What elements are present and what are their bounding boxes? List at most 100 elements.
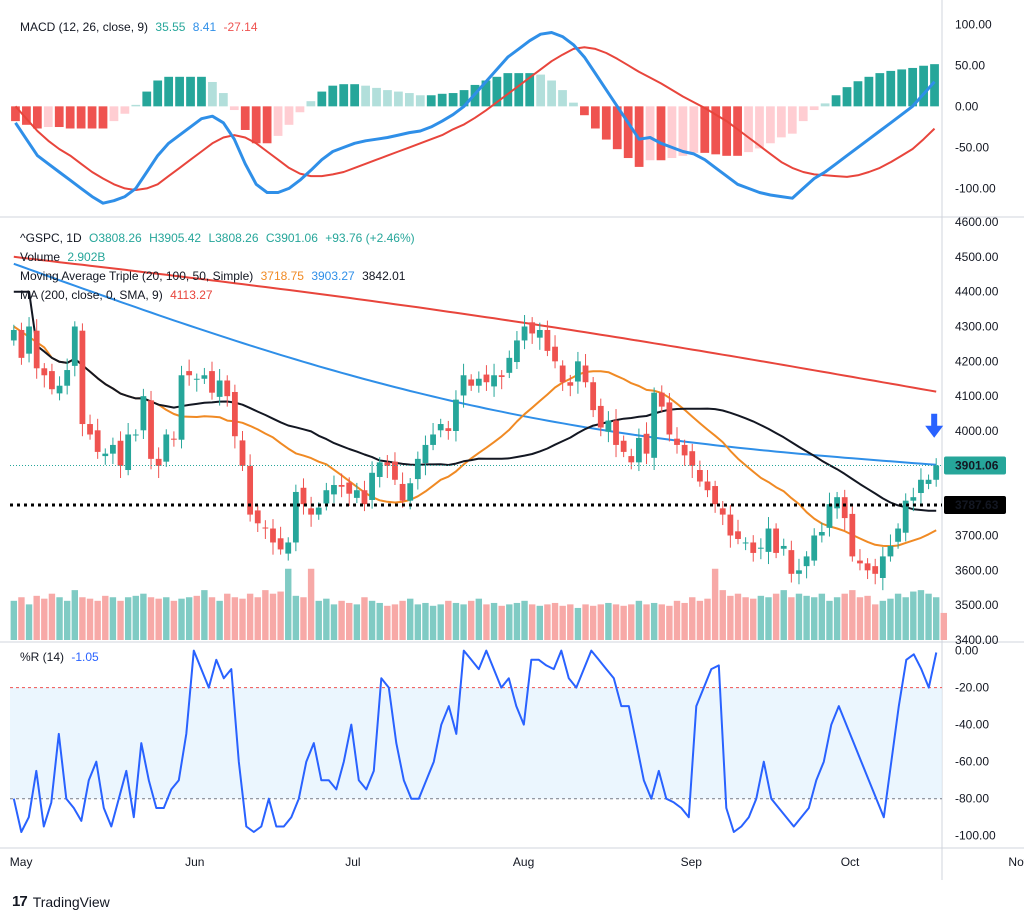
candle-body [110, 444, 116, 454]
volume-bar [79, 597, 86, 640]
candle-body [231, 391, 238, 437]
macd-histogram-bar [864, 76, 874, 107]
macd-histogram-bar [383, 90, 392, 107]
candle [277, 526, 284, 555]
volume-bar [422, 602, 429, 640]
candle-body [887, 545, 894, 557]
ma200-value: 4113.27 [170, 288, 213, 302]
candle-body [376, 462, 383, 477]
candle-body [910, 497, 917, 501]
candle [910, 487, 917, 512]
volume-bar [231, 597, 239, 640]
candle [346, 477, 353, 506]
macd-tick-label: 0.00 [955, 99, 979, 113]
macd-histogram-bar [590, 106, 600, 129]
wr-tick-label: -40.00 [955, 718, 989, 732]
candle [864, 558, 871, 580]
candle-body [826, 504, 833, 528]
macd-histogram-bar [787, 106, 797, 134]
macd-histogram-bar [897, 69, 907, 107]
volume-bar [620, 605, 627, 640]
candle [841, 489, 848, 531]
volume-bar [551, 602, 559, 640]
candle-body [811, 535, 818, 561]
candle-body [224, 380, 231, 397]
candle-body [384, 462, 391, 466]
candle [33, 319, 40, 379]
candle [110, 437, 116, 465]
candle-body [468, 379, 475, 386]
candle-body [689, 451, 696, 466]
macd-histogram-bar [350, 84, 360, 107]
volume-bar [71, 590, 78, 640]
volume-bar [536, 605, 543, 640]
candle [353, 482, 360, 504]
macd-histogram-bar [919, 65, 928, 107]
mat-legend[interactable]: Moving Average Triple (20, 100, 50, Simp… [20, 269, 409, 283]
volume-bar [559, 605, 566, 640]
price-tick-label: 3600.00 [955, 563, 999, 577]
candle [872, 558, 879, 585]
candle [811, 528, 818, 566]
candle-body [277, 538, 284, 550]
macd-histogram-bar [722, 106, 732, 156]
volume-legend[interactable]: Volume 2.902B [20, 250, 109, 264]
candle-body [453, 399, 459, 431]
macd-hist-value: -27.14 [223, 20, 258, 34]
price-tick-label: 4500.00 [955, 250, 999, 264]
macd-legend[interactable]: MACD (12, 26, close, 9) 35.55 8.41 -27.1… [20, 20, 262, 34]
candle-body [750, 542, 757, 553]
macd-histogram-bar [700, 106, 710, 153]
candle-body [399, 483, 406, 501]
macd-histogram-bar [656, 106, 666, 161]
volume-bar [224, 593, 231, 640]
macd-histogram-bar [744, 106, 753, 153]
candle-body [765, 528, 772, 552]
macd-histogram-bar [437, 93, 447, 107]
time-axis: May Jun Jul Aug Sep Oct Nov [10, 855, 1024, 869]
macd-histogram-bar [776, 106, 786, 138]
candle [514, 331, 520, 369]
candle-body [895, 528, 901, 542]
wr-name: %R (14) [20, 650, 65, 664]
volume-bar [887, 598, 894, 640]
candle-body [704, 481, 711, 491]
candle-body [170, 438, 177, 440]
volume-bar [513, 602, 521, 640]
macd-histogram-bar [306, 101, 316, 107]
ma200-legend[interactable]: MA (200, close, 0, SMA, 9) 4113.27 [20, 288, 217, 302]
volume-bar [163, 597, 170, 640]
macd-histogram-bar [580, 106, 589, 116]
price-legend[interactable]: ^GSPC, 1D O3808.26 H3905.42 L3808.26 C39… [20, 231, 419, 245]
volume-bar [467, 600, 475, 640]
wr-legend[interactable]: %R (14) -1.05 [20, 650, 103, 664]
macd-histogram-bar [273, 106, 283, 136]
candle [704, 470, 711, 498]
price-tick-label: 4200.00 [955, 354, 999, 368]
candle [209, 361, 215, 400]
macd-histogram-bar [831, 95, 841, 107]
candle-body [918, 479, 924, 494]
volume-bar [910, 591, 917, 640]
time-tick-label: Jun [185, 855, 204, 869]
macd-histogram-bar [514, 73, 524, 107]
price-axis: 4600.00 4500.00 4400.00 4300.00 4200.00 4100.… [944, 215, 1006, 647]
macd-histogram-bar [623, 106, 633, 159]
candle [140, 388, 147, 440]
candle [735, 519, 741, 545]
tradingview-logo[interactable]: 17 TradingView [12, 893, 110, 910]
macd-histogram-bar [394, 91, 403, 107]
candle-body [651, 392, 658, 458]
candle-body [331, 484, 337, 495]
volume-bar [147, 597, 155, 640]
volume-bar [10, 600, 18, 640]
candle [582, 354, 589, 388]
volume-bar [25, 604, 33, 640]
volume-bar [41, 598, 48, 640]
candle-body [491, 375, 497, 387]
price-tick-label: 4400.00 [955, 285, 999, 299]
macd-histogram-bar [404, 93, 414, 107]
candle [498, 370, 505, 390]
macd-histogram-bar [820, 103, 830, 107]
